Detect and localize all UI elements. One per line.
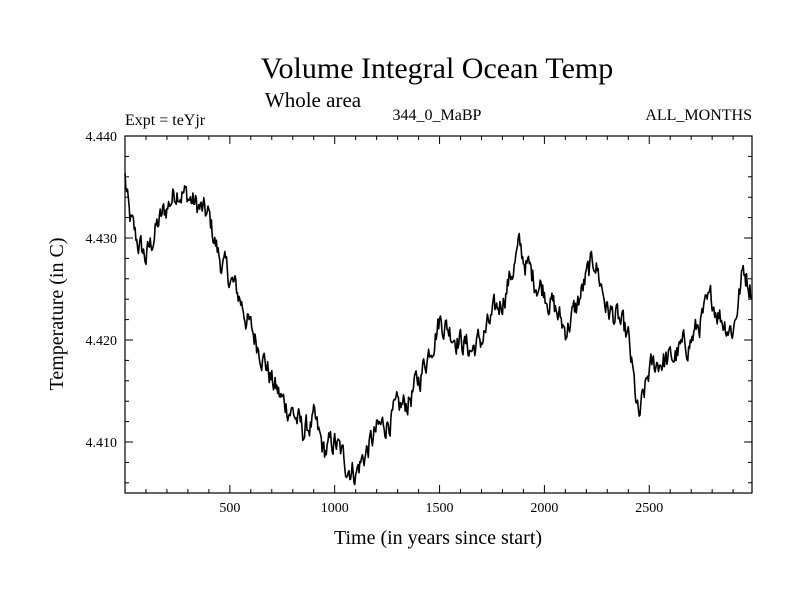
y-axis-label: Temperature (in C) — [46, 238, 68, 391]
y-axis-minor-ticks — [125, 155, 752, 484]
x-axis-ticks: 500 1000 1500 2000 2500 — [219, 136, 663, 516]
chart-title: Volume Integral Ocean Temp — [261, 52, 614, 85]
y-tick-label: 4.420 — [86, 334, 118, 349]
x-tick-label: 500 — [219, 501, 240, 516]
x-tick-label: 2000 — [530, 501, 558, 516]
months-label: ALL_MONTHS — [645, 107, 752, 124]
y-axis-ticks: 4.410 4.420 4.430 4.440 — [86, 130, 752, 451]
y-tick-label: 4.410 — [86, 436, 118, 451]
x-tick-label: 1000 — [321, 501, 349, 516]
chart-subtitle: Whole area — [265, 88, 362, 112]
period-label: 344_0_MaBP — [393, 107, 482, 124]
x-axis-minor-ticks — [145, 136, 734, 493]
temperature-series-line — [124, 173, 753, 486]
plot-frame — [124, 135, 753, 494]
y-tick-label: 4.440 — [86, 130, 118, 145]
y-tick-label: 4.430 — [86, 232, 118, 247]
x-tick-label: 2500 — [635, 501, 663, 516]
x-axis-label: Time (in years since start) — [334, 527, 542, 549]
x-tick-label: 1500 — [426, 501, 454, 516]
experiment-label: Expt = teYjr — [125, 112, 206, 129]
